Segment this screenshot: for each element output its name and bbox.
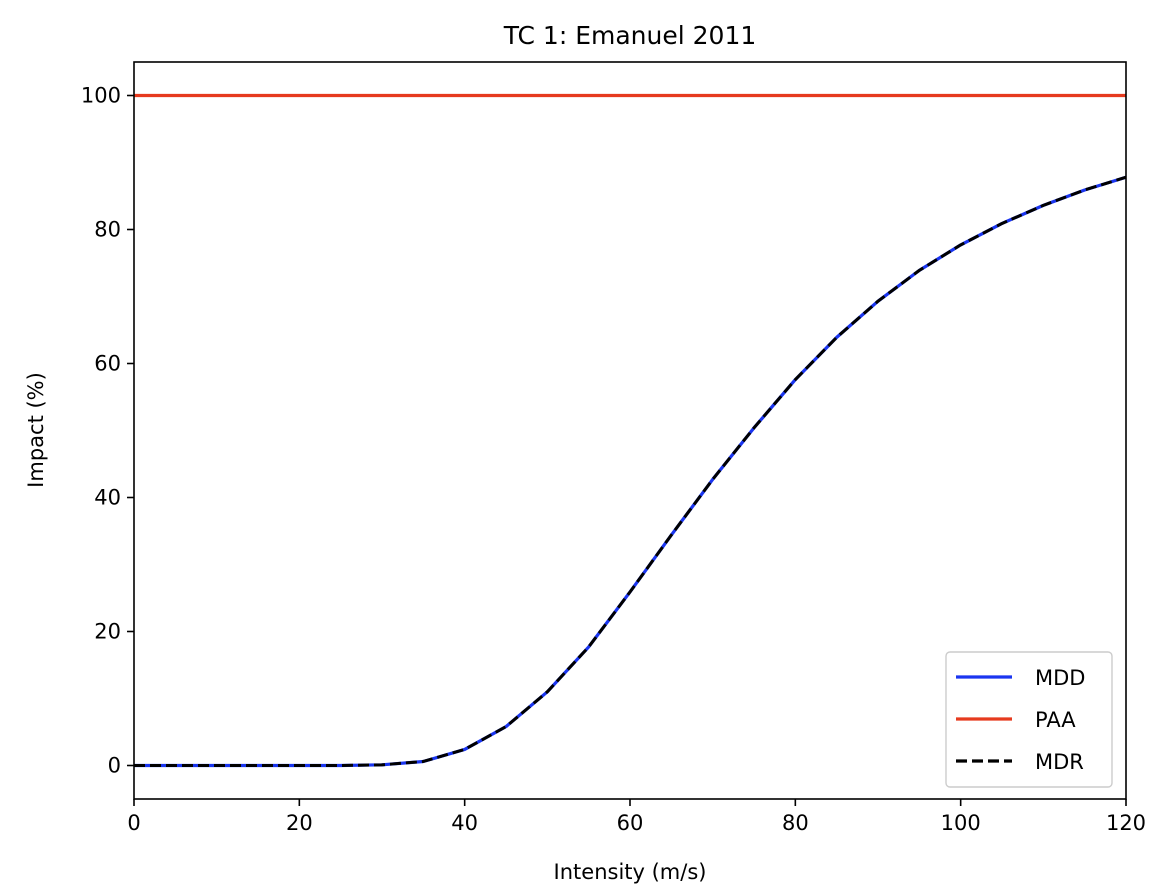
y-tick-label: 0 xyxy=(108,754,121,778)
x-tick-label: 40 xyxy=(451,811,478,835)
x-tick-label: 20 xyxy=(286,811,313,835)
plot-area xyxy=(134,93,1127,768)
legend-box xyxy=(945,651,1113,788)
y-tick-label: 100 xyxy=(81,84,121,108)
y-tick-label: 40 xyxy=(94,486,121,510)
y-tick-label: 60 xyxy=(94,352,121,376)
x-tick-label: 80 xyxy=(782,811,809,835)
legend-label-mdr: MDR xyxy=(1035,750,1084,774)
y-tick-label: 80 xyxy=(94,218,121,242)
chart-title: TC 1: Emanuel 2011 xyxy=(503,21,757,50)
series-line-mdr xyxy=(134,175,1127,767)
x-axis-ticks: 0 20 40 60 80 100 120 xyxy=(127,799,1146,835)
y-tick-label: 20 xyxy=(94,620,121,644)
legend-label-paa: PAA xyxy=(1035,708,1076,732)
x-tick-label: 100 xyxy=(941,811,981,835)
y-axis-ticks: 0 20 40 60 80 100 xyxy=(81,84,134,778)
x-tick-label: 0 xyxy=(127,811,140,835)
y-axis-label: Impact (%) xyxy=(24,372,48,488)
axes-frame xyxy=(133,61,1127,800)
x-axis-label: Intensity (m/s) xyxy=(554,860,707,884)
x-tick-label: 120 xyxy=(1106,811,1146,835)
legend: MDD PAA MDR xyxy=(945,651,1113,788)
x-tick-label: 60 xyxy=(617,811,644,835)
legend-label-mdd: MDD xyxy=(1035,666,1085,690)
